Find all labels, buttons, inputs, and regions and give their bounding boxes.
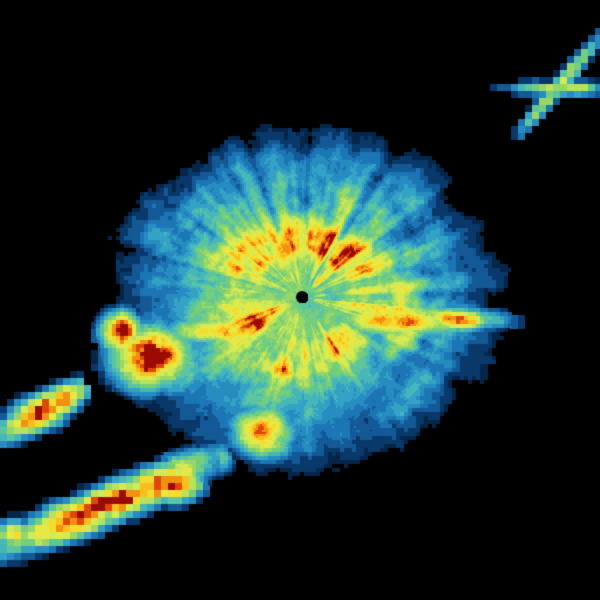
radar-reflectivity-canvas — [0, 0, 600, 600]
radar-display — [0, 0, 600, 600]
